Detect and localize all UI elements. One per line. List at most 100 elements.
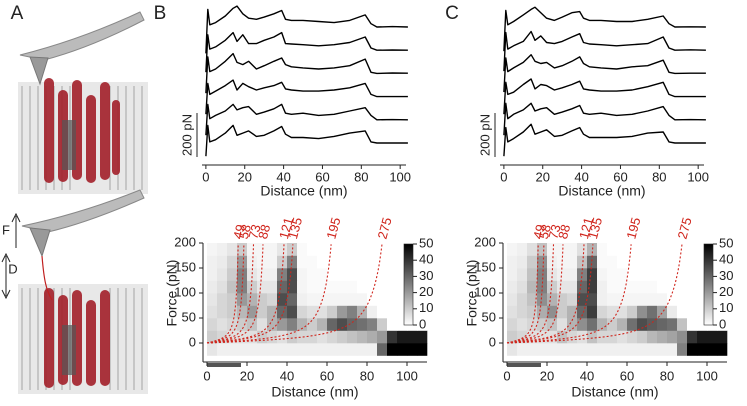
density-cell (417, 305, 428, 319)
colorbar-tick-label: 10 (719, 300, 733, 315)
density-cell (357, 255, 368, 269)
density-cell (387, 268, 398, 281)
density-cell (667, 268, 678, 281)
y-tick-label: 100 (174, 284, 196, 299)
density-cell (217, 293, 228, 306)
density-cell (417, 330, 428, 344)
colorbar (403, 243, 414, 326)
density-cell (267, 293, 278, 306)
wlc-curve (207, 244, 383, 344)
density-cell (627, 318, 638, 331)
density-cell (387, 255, 398, 269)
contour-label: 135 (285, 216, 305, 241)
density-cell (637, 293, 648, 306)
density-cell (407, 343, 418, 356)
density-cell (517, 255, 528, 269)
density-cell (247, 293, 258, 306)
density-cell (257, 330, 268, 344)
colorbar-tick-label: 30 (419, 268, 433, 283)
colorbar-tick-label: 40 (719, 252, 733, 267)
wlc-curve (206, 244, 255, 344)
density-cell (297, 343, 308, 356)
density-cell (247, 343, 258, 356)
density-cell (307, 243, 318, 256)
density-cell (647, 330, 658, 344)
x-tick-label: 100 (396, 368, 418, 383)
density-cell (717, 243, 728, 256)
y-tick-label: 200 (174, 234, 196, 249)
density-cell (567, 293, 578, 306)
density-cell (297, 268, 308, 281)
x-tick-label: 0 (203, 368, 210, 383)
density-cell (337, 343, 348, 356)
density-cell (217, 343, 228, 356)
contour-label: 88 (555, 223, 573, 241)
density-cell (527, 255, 538, 269)
density-cell (667, 255, 678, 269)
density-cell (397, 318, 408, 331)
density-cell (207, 330, 218, 344)
density-cell (277, 330, 288, 344)
density-cell (207, 293, 218, 306)
density-cell (537, 255, 548, 269)
density-cell (317, 255, 328, 269)
density-cell (607, 330, 618, 344)
density-cell (377, 243, 388, 256)
density-cell (657, 343, 668, 356)
density-cell (567, 255, 578, 269)
density-cell (597, 330, 608, 344)
density-cell (387, 318, 398, 331)
density-cell (327, 293, 338, 306)
density-cell (557, 255, 568, 269)
density-cell (357, 243, 368, 256)
density-cell (587, 293, 598, 306)
density-cell (247, 305, 258, 319)
density-cell (297, 305, 308, 319)
density-cell (617, 243, 628, 256)
density-cell (347, 280, 358, 294)
wlc-curve (507, 244, 683, 344)
density-cell (617, 343, 628, 356)
density-cell (677, 343, 688, 356)
density-cell (617, 305, 628, 319)
density-cell (307, 343, 318, 356)
density-cell (277, 343, 288, 356)
density-cell (397, 280, 408, 294)
contour-label: 121 (276, 216, 296, 241)
density-cell (567, 280, 578, 294)
density-cell (377, 305, 388, 319)
density-cell (517, 280, 528, 294)
density-cell (687, 330, 698, 344)
density-cell (337, 305, 348, 319)
colorbar-tick-label: 50 (719, 235, 733, 250)
contour-label: 49 (230, 223, 248, 241)
density-cell (717, 293, 728, 306)
density-cell (327, 280, 338, 294)
density-cell (417, 243, 428, 256)
force-trace (205, 103, 408, 136)
contour-label: 121 (576, 216, 596, 241)
density-cell (347, 243, 358, 256)
density-cell (677, 305, 688, 319)
density-cell (577, 255, 588, 269)
density-cell (567, 305, 578, 319)
density-cell (637, 343, 648, 356)
x-tick-label: 20 (536, 169, 550, 184)
x-tick-label: 0 (503, 368, 510, 383)
colorbar-tick-label: 10 (419, 300, 433, 315)
density-cell (257, 318, 268, 331)
density-cell (607, 343, 618, 356)
x-tick-label: 80 (354, 169, 368, 184)
density-cell (507, 280, 518, 294)
x-axis-label: Distance (nm) (271, 384, 358, 400)
wlc-curve (506, 244, 545, 344)
density-cell (597, 243, 608, 256)
density-cell (357, 305, 368, 319)
density-cell (357, 318, 368, 331)
density-cell (417, 280, 428, 294)
density-cell (287, 255, 298, 269)
density-cell (377, 280, 388, 294)
density-cell (287, 343, 298, 356)
panel-label: C (445, 3, 459, 24)
panel-a-illustration (1, 11, 148, 394)
